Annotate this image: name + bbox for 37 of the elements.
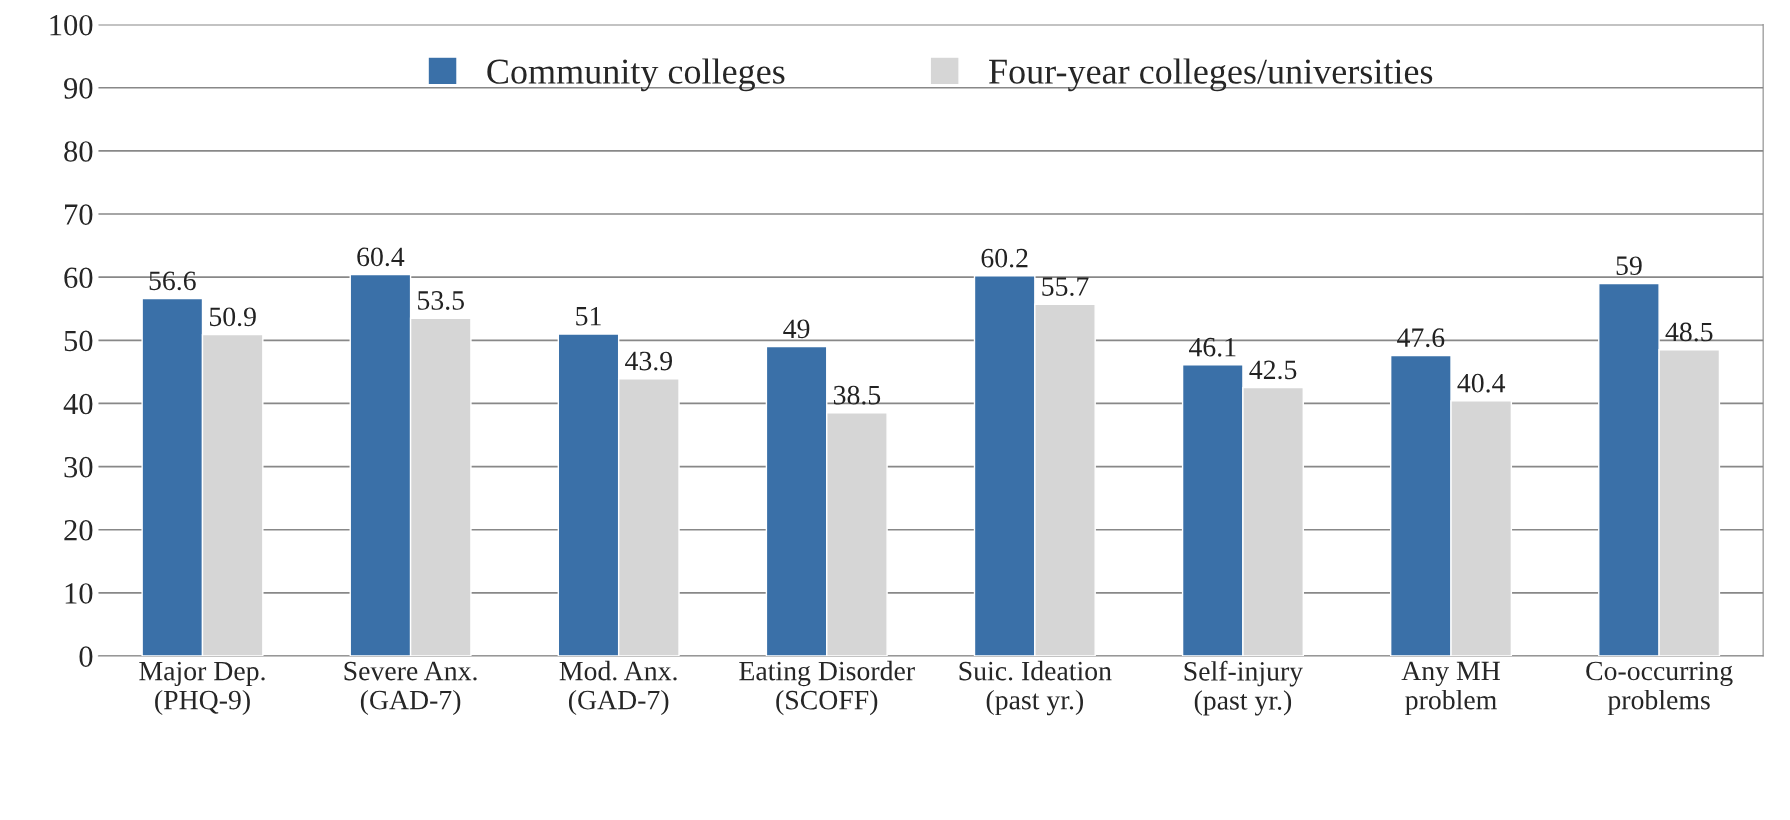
data-label: 47.6 — [1397, 328, 1445, 348]
y-tick-label: 40 — [63, 393, 93, 415]
data-label: 51 — [576, 306, 601, 326]
data-label: 46.1 — [1189, 337, 1236, 357]
data-label: 42.5 — [1249, 360, 1297, 380]
data-label: 49 — [783, 319, 810, 339]
data-label: 59 — [1616, 256, 1642, 276]
x-tick-label: Eating Disorder (SCOFF) — [739, 660, 915, 716]
data-label: 40.4 — [1457, 373, 1506, 393]
y-tick-label: 70 — [65, 204, 93, 225]
y-tick-label: 20 — [64, 520, 93, 541]
y-tick-label: 100 — [50, 14, 93, 36]
data-label: 60.4 — [357, 247, 405, 267]
y-tick-label: 60 — [64, 267, 93, 289]
data-label: 55.7 — [1042, 277, 1089, 297]
data-label: 38.5 — [833, 385, 881, 405]
data-label: 43.9 — [625, 351, 673, 371]
data-label: 53.5 — [418, 291, 464, 310]
x-tick-label: Mod. Anx. (GAD-7) — [559, 660, 677, 716]
y-tick-label: 90 — [64, 78, 93, 99]
legend-label: Community colleges — [487, 58, 785, 92]
x-tick-label: Suic. Ideation (past yr.) — [959, 660, 1112, 716]
data-label: 60.2 — [981, 248, 1028, 268]
y-tick-label: 80 — [64, 141, 93, 162]
x-tick-label: Any MH problem — [1401, 661, 1500, 716]
x-tick-label: Major Dep. (PHQ-9) — [139, 661, 265, 716]
y-tick-label: 10 — [65, 583, 93, 604]
legend-label: Four-year colleges/universities — [989, 58, 1433, 92]
x-tick-label: Self-injury (past yr.) — [1184, 660, 1303, 716]
y-tick-label: 30 — [64, 456, 93, 478]
x-tick-label: Co-occurring problems — [1586, 661, 1733, 716]
x-tick-label: Severe Anx. (GAD-7) — [344, 661, 477, 716]
data-label: 56.6 — [149, 271, 196, 291]
y-tick-label: 50 — [64, 330, 93, 352]
y-tick-label: 0 — [79, 646, 93, 667]
data-label: 48.5 — [1665, 322, 1713, 342]
data-label: 50.9 — [209, 307, 256, 327]
